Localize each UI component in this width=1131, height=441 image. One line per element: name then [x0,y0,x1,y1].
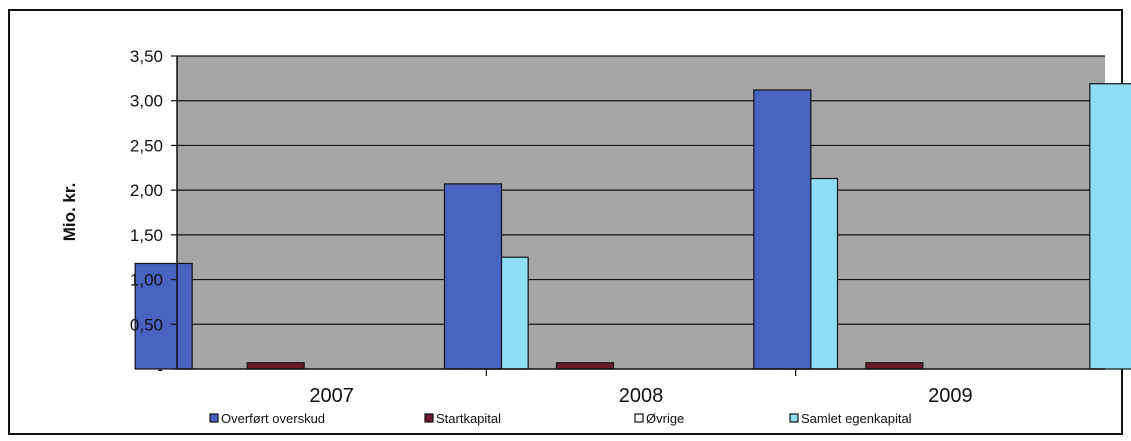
y-tick-label: 2,50 [130,136,163,155]
x-category-label: 2007 [309,385,354,407]
bar-startkapital-2007 [246,362,305,370]
legend-label: Startkapital [436,411,501,426]
bar-overf-rt-overskud-2007 [134,262,193,370]
legend-swatch [424,413,434,423]
x-category-labels: 2007 2008 2009 [309,369,973,407]
x-category-label: 2008 [619,385,664,407]
bar-samlet-egenkapital-2009 [1089,83,1131,370]
bar-startkapital-2009 [865,362,924,370]
y-tick-label: 2,00 [130,181,163,200]
legend-swatch [634,413,644,423]
legend-swatch [209,413,219,423]
y-tick-label: 1,00 [130,271,163,290]
y-tick-label: 1,50 [130,226,163,245]
legend-label: Overført overskud [221,411,325,426]
bar-startkapital-2008 [555,362,615,370]
y-tick-label: 3,00 [130,92,163,111]
legend-swatch [789,413,799,423]
legend: Overført overskud Startkapital Øvrige Samle… [209,411,912,426]
y-axis-label: Mio. kr. [60,183,79,242]
bars [134,83,1131,370]
legend-label: Øvrige [646,411,684,426]
bar-overf-rt-overskud-2008 [443,183,503,370]
gridlines [177,55,1105,325]
plot-area [177,56,1105,369]
y-tick-label: - [157,360,163,379]
bar-overf-rt-overskud-2009 [753,89,812,370]
x-category-label: 2009 [928,385,973,407]
y-tick-label: 0,50 [130,315,163,334]
y-tick-label: 3,50 [130,47,163,66]
legend-label: Samlet egenkapital [801,411,912,426]
y-tick-labels: - 0,50 1,00 1,50 2,00 2,50 3,00 3,50 [130,47,177,379]
